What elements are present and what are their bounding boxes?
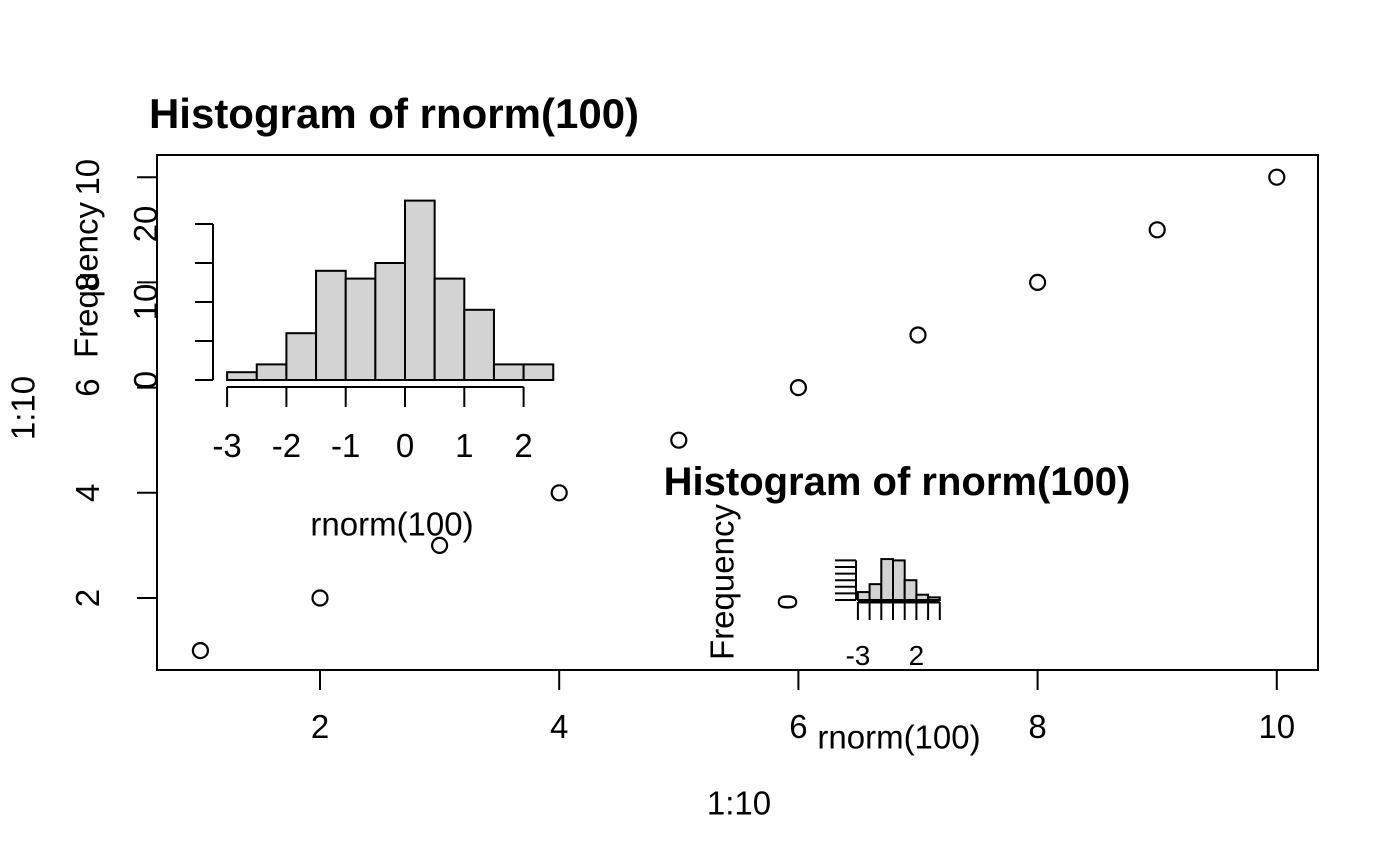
hist-large-bar [255,363,288,381]
scatter-point [789,379,808,397]
hist-large-y-tick-label: 0 [127,371,164,389]
scatter-point [311,589,329,607]
hist-large-bar [226,371,258,382]
hist-large-x-tick-label: -1 [331,427,360,464]
scatter-point [191,641,209,660]
hist-large-x-tick-label: 1 [455,427,473,464]
hist-small-y-tick-label: 0 [772,594,803,610]
hist-large-x-tick-label: -3 [212,427,241,464]
hist-small-x-axis-title: rnorm(100) [817,718,981,756]
hist-large-bar [344,277,377,382]
hist-large-x-tick-label: 2 [514,427,532,464]
hist-large-y-axis-title: Frequency [67,202,105,358]
hist-small-bar [880,558,894,602]
hist-small-bar [856,591,871,602]
hist-small-y-axis-title: Frequency [703,504,741,660]
scatter-y-axis-title: 1:10 [4,375,42,441]
hist-small-x-tick-label: 2 [909,640,925,671]
hist-small-title: Histogram of rnorm(100) [663,460,1131,504]
scatter-y-tick-label: 8 [69,273,106,291]
hist-large-bar [492,363,525,381]
scatter-point [550,484,568,502]
scatter-y-tick-label: 6 [69,378,106,396]
hist-large-x-axis-title: rnorm(100) [310,505,474,543]
scatter-x-tick-label: 8 [1028,708,1046,745]
hist-large-y-tick-label: 10 [127,284,164,321]
scatter-point [909,326,927,344]
scatter-point [431,536,449,555]
hist-large-bar [315,269,347,381]
scatter-x-tick-label: 2 [311,708,329,745]
hist-large-title: Histogram of rnorm(100) [148,90,640,137]
scatter-point [1148,221,1166,239]
hist-large-x-tick-label: 0 [396,427,414,464]
hist-small-bar [915,593,930,601]
scatter-x-tick-label: 6 [789,708,807,745]
scatter-plot-box [156,154,1319,671]
scatter-x-tick-label: 4 [550,708,568,745]
hist-small-bar [868,583,883,601]
hist-large-bar [404,199,436,381]
hist-large-bar [522,363,555,381]
scatter-point [670,431,688,449]
hist-small-bar [892,559,906,602]
scatter-y-tick-label: 4 [69,484,106,502]
hist-large-bar [463,308,495,381]
scatter-point [1028,273,1047,291]
hist-large-bar [285,332,318,382]
hist-large-bar [374,262,407,381]
scatter-point [1268,168,1286,186]
hist-large-bar [433,277,466,382]
hist-small-bar [903,579,918,602]
scatter-x-axis-title: 1:10 [706,784,772,822]
hist-large-x-tick-label: -2 [272,427,301,464]
scatter-x-tick-label: 10 [1258,708,1295,745]
scatter-y-tick-label: 10 [69,159,106,196]
hist-large-y-tick-label: 20 [127,206,164,243]
scatter-y-tick-label: 2 [69,589,106,607]
hist-small-x-tick-label: -3 [845,640,870,671]
